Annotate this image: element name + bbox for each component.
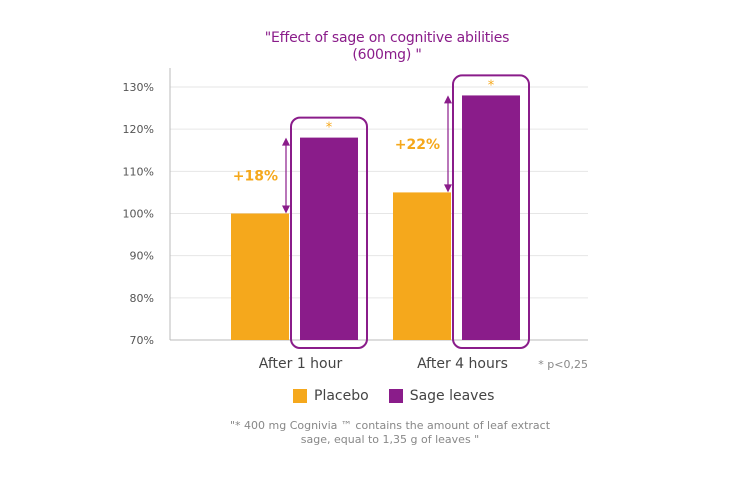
delta-label: +22%	[395, 137, 440, 153]
chart-title-line-2: (600mg) "	[352, 47, 422, 63]
x-category-label: After 4 hours	[417, 356, 508, 372]
delta-arrow-head-up	[282, 137, 290, 146]
y-tick-label: 80%	[130, 292, 154, 305]
y-tick-label: 120%	[123, 123, 154, 136]
delta-arrow-head-down	[444, 184, 452, 193]
legend-swatch-placebo	[293, 389, 307, 403]
y-tick-label: 100%	[123, 208, 154, 221]
legend-swatch-sage-leaves	[388, 389, 403, 403]
delta-arrow-head-up	[444, 95, 452, 104]
x-category-label: After 1 hour	[259, 356, 343, 372]
legend-label-sage-leaves: Sage leaves	[409, 388, 495, 404]
chart-title: "Effect of sage on cognitive abilities (…	[200, 30, 574, 64]
legend: Placebo Sage leaves	[293, 388, 494, 404]
highlight-frame	[290, 116, 368, 349]
y-tick-label: 110%	[123, 165, 154, 178]
legend-label-placebo: Placebo	[314, 388, 369, 404]
bar-sage-leaves	[462, 95, 520, 340]
y-tick-label: 90%	[130, 250, 154, 263]
footnote-line-2: sage, equal to 1,35 g of leaves "	[300, 433, 480, 446]
bar-sage-leaves	[300, 137, 358, 340]
significance-star: *	[488, 78, 495, 93]
y-tick-label: 70%	[130, 334, 154, 347]
highlight-frame	[452, 74, 530, 350]
delta-arrow-head-down	[282, 205, 290, 214]
y-tick-label: 130%	[123, 81, 154, 94]
significance-note: * p<0,25	[538, 358, 588, 371]
legend-item-placebo: Placebo	[293, 388, 369, 404]
legend-item-sage-leaves: Sage leaves	[388, 388, 495, 404]
bar-placebo	[393, 192, 451, 340]
footnote-line-1: "* 400 mg Cognivia ™ contains the amount…	[229, 419, 551, 432]
significance-star: *	[326, 121, 333, 136]
bar-placebo	[231, 213, 289, 340]
delta-label: +18%	[233, 169, 278, 185]
footnote: "* 400 mg Cognivia ™ contains the amount…	[205, 419, 575, 447]
chart-title-line-1: "Effect of sage on cognitive abilities	[264, 30, 510, 46]
